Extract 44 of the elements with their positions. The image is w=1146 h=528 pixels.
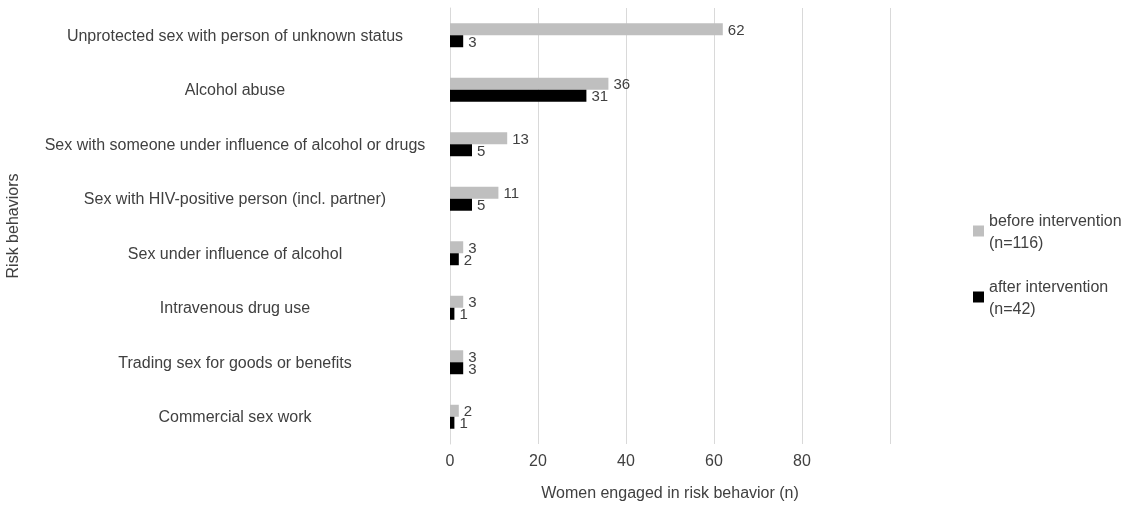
legend-label: before intervention (n=116) (989, 211, 1126, 251)
data-label: 62 (727, 20, 745, 38)
bar (450, 241, 464, 254)
x-tick-label: 0 (445, 451, 455, 469)
x-tick-label: 40 (617, 451, 635, 469)
x-axis-title: Women engaged in risk behavior (n) (541, 483, 799, 501)
bar (450, 416, 455, 429)
bar (450, 362, 464, 375)
bar (450, 198, 472, 211)
y-tick-label: Sex under influence of alcohol (127, 244, 343, 262)
bar (450, 307, 455, 320)
y-tick-label: Commercial sex work (158, 408, 313, 426)
bar (450, 350, 464, 363)
data-label: 31 (591, 87, 609, 105)
bar (450, 295, 464, 308)
bar (450, 35, 464, 48)
y-axis-title: Risk behaviors (3, 173, 21, 279)
data-label: 5 (477, 141, 486, 159)
data-label: 13 (512, 129, 529, 147)
data-label: 1 (459, 305, 468, 323)
data-label: 11 (503, 184, 519, 202)
bar (450, 77, 609, 90)
data-label: 5 (477, 196, 486, 214)
x-tick-label: 20 (529, 451, 547, 469)
data-label: 3 (468, 238, 477, 256)
legend-label: after intervention (n=42) (989, 277, 1113, 317)
bar (450, 144, 472, 157)
data-label: 36 (613, 75, 631, 93)
y-tick-label: Intravenous drug use (159, 299, 311, 317)
data-label: 3 (468, 32, 477, 50)
bar (450, 186, 499, 199)
y-tick-label: Sex with someone under influence of alcohol or drugs (44, 135, 426, 153)
data-label: 3 (468, 293, 477, 311)
x-tick-label: 60 (705, 451, 723, 469)
y-tick-label: Sex with HIV-positive person (incl. partner) (83, 190, 387, 208)
bar (450, 132, 508, 145)
x-tick-label: 80 (793, 451, 811, 469)
bar (450, 23, 723, 36)
bar (450, 89, 587, 102)
y-tick-label: Alcohol abuse (184, 81, 286, 99)
y-tick-label: Unprotected sex with person of unknown status (66, 26, 404, 44)
bar (450, 404, 459, 417)
y-tick-label: Trading sex for goods or benefits (118, 353, 352, 371)
bar (450, 253, 459, 266)
